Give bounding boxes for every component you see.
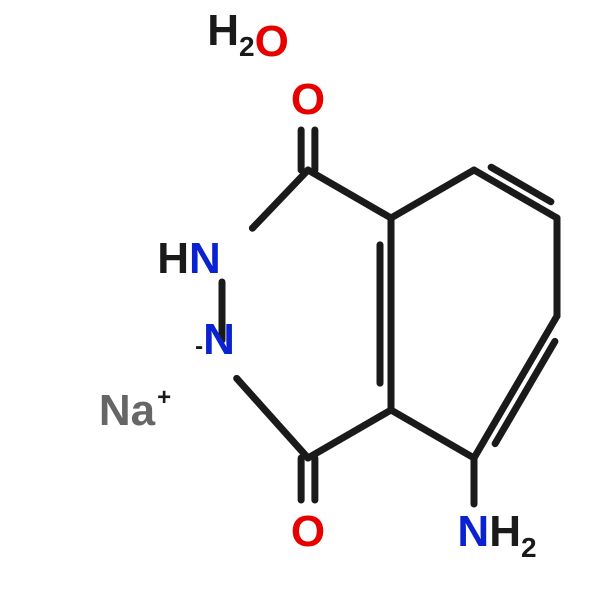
atom-label: O: [291, 75, 325, 124]
atom-label: -N: [195, 315, 235, 364]
atom-label: NH2: [457, 507, 536, 563]
atom-label: HN: [157, 234, 221, 283]
chemical-structure: O O HN -N NH2 Na+ H2O: [0, 0, 600, 600]
atom-label: Na+: [99, 384, 171, 435]
atom-label: H2O: [207, 6, 289, 66]
atom-label: O: [291, 507, 325, 556]
